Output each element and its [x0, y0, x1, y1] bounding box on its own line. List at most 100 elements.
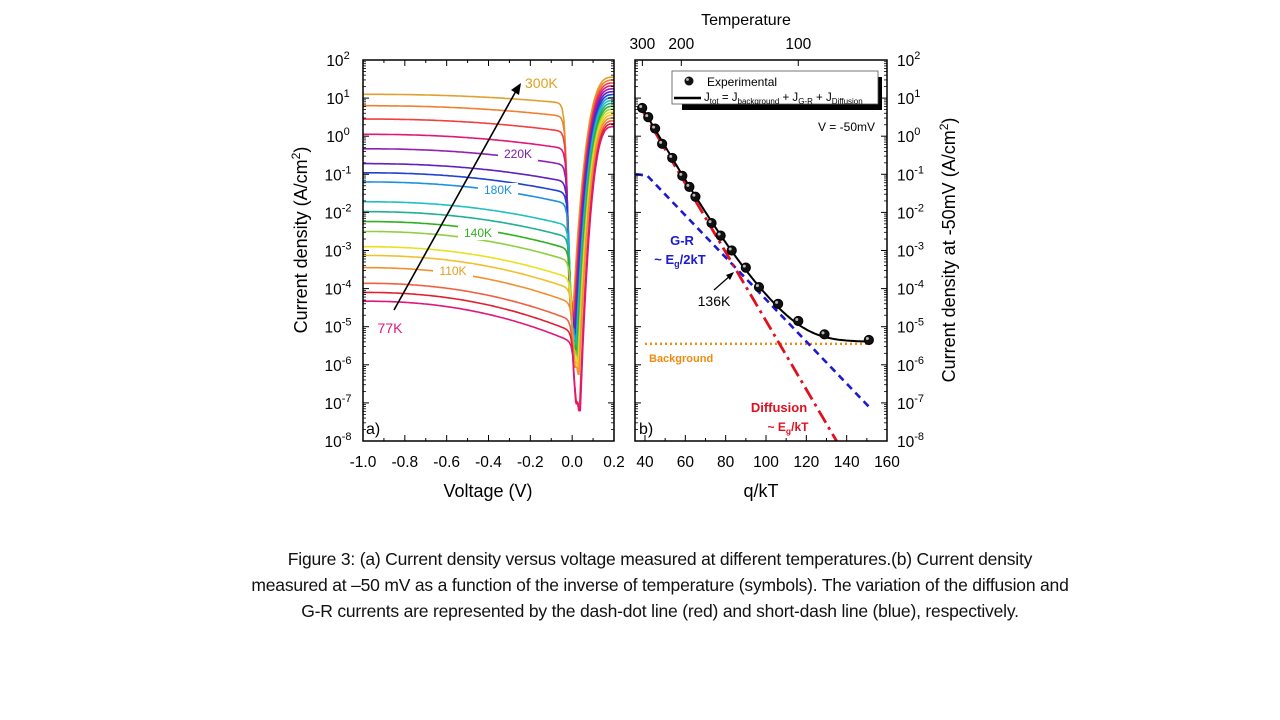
experimental-points — [637, 102, 874, 346]
panel-b: 40 60 80 100 120 140 160 300 200 100 102 101 100 10-1… — [629, 12, 959, 501]
iv-curve — [363, 117, 614, 375]
data-point-highlight — [669, 154, 673, 158]
diffusion-line — [639, 107, 838, 442]
legend-box — [671, 70, 879, 105]
temperature-arrowhead — [511, 83, 521, 95]
y-tick-label: 10-4 — [324, 279, 351, 299]
condition-label: V = -50mV — [818, 120, 875, 134]
data-point-highlight — [821, 331, 825, 335]
legend-sphere-marker — [684, 76, 694, 86]
data-point-highlight — [659, 140, 663, 144]
data-point-highlight — [717, 232, 721, 236]
top-axis-label-b: Temperature — [701, 12, 791, 29]
y-tick-label: 10-3 — [324, 241, 351, 261]
x-axis-label-a: Voltage (V) — [443, 481, 532, 501]
136k-arrowhead — [726, 272, 734, 280]
temperature-arrow — [393, 90, 517, 311]
data-point-highlight — [775, 300, 779, 304]
data-point — [684, 181, 695, 192]
diffusion-label: Diffusion — [751, 400, 807, 415]
temp-label-180k: 180K — [484, 183, 512, 197]
x-tick-label: -0.8 — [391, 454, 418, 471]
data-point-highlight — [692, 193, 696, 197]
legend-experimental-label: Experimental — [707, 75, 777, 89]
data-point — [863, 334, 874, 346]
data-point — [793, 315, 804, 327]
temp-label-300k: 300K — [525, 75, 558, 91]
y-tick-label: 10-8 — [324, 431, 351, 451]
top-x-tick-label: 200 — [668, 36, 694, 53]
x-tick-label: -0.2 — [517, 454, 544, 471]
y-tick-label: 10-3 — [897, 241, 924, 261]
x-tick-label: -0.4 — [475, 454, 502, 471]
data-point-highlight — [708, 220, 712, 224]
iv-curves — [362, 76, 615, 412]
x-tick-label: 60 — [677, 454, 695, 471]
x-tick-label: -1.0 — [350, 454, 377, 471]
y-tick-label: 10-2 — [897, 202, 924, 222]
y-tick-label: 10-5 — [324, 317, 351, 337]
y-tick-label: 102 — [897, 50, 920, 70]
panel-a: 300K 220K 180K 140K 110K 77K -1.0 -0.8 -0.6 -0.4… — [289, 50, 625, 501]
y-axis-label-a: Current density (A/cm2) — [289, 147, 311, 334]
y-tick-label: 10-2 — [324, 202, 351, 222]
x-axis-label-b: q/kT — [743, 481, 778, 501]
y-tick-label: 10-4 — [897, 279, 924, 299]
diffusion-sublabel: ~ Eg/kT — [768, 420, 810, 436]
y-tick-label: 102 — [326, 50, 349, 70]
data-point-highlight — [865, 337, 869, 341]
data-point — [657, 138, 668, 149]
y-tick-label: 101 — [326, 88, 349, 108]
x-tick-label: -0.6 — [433, 454, 460, 471]
data-point-highlight — [645, 114, 649, 118]
y-tick-label: 10-5 — [897, 317, 924, 337]
y-tick-label: 101 — [897, 88, 920, 108]
temp-label-77k: 77K — [378, 320, 404, 336]
y-axis-label-b: Current density at -50mV (A/cm2) — [937, 118, 959, 383]
label-bg — [458, 226, 498, 240]
y-tick-label: 10-8 — [897, 431, 924, 451]
x-tick-label: 80 — [717, 454, 735, 471]
x-tick-label: 140 — [834, 454, 860, 471]
data-point-highlight — [755, 284, 759, 288]
y-tick-label: 10-7 — [324, 393, 351, 413]
iv-curve — [363, 125, 614, 412]
label-bg — [478, 183, 518, 197]
data-point — [706, 217, 717, 229]
data-point — [667, 152, 678, 164]
data-point — [715, 230, 726, 241]
axes-ticks-b: 40 60 80 100 120 140 160 300 200 100 102 101 100 10-1… — [629, 36, 924, 471]
data-point — [773, 298, 784, 309]
legend-fit-label: Jtot = Jbackground + JG-R + JDiffusion — [704, 92, 863, 106]
label-bg — [498, 147, 538, 161]
x-tick-label: 160 — [874, 454, 900, 471]
legend-sphere-highlight — [686, 78, 689, 81]
x-tick-label: 0.2 — [603, 454, 625, 471]
gr-label: G-R — [670, 233, 694, 248]
data-point — [753, 281, 765, 293]
temperature-annotations: 300K 220K 180K 140K 110K 77K — [378, 75, 559, 336]
background-label: Background — [649, 353, 713, 365]
data-point — [677, 170, 688, 181]
figure-caption: Figure 3: (a) Current density versus vol… — [251, 549, 1069, 621]
plot-frame-b — [634, 59, 888, 442]
panel-label-b: b) — [639, 421, 653, 438]
136k-label: 136K — [698, 293, 731, 309]
temp-label-140k: 140K — [464, 226, 492, 240]
total-fit-line — [640, 105, 869, 343]
y-tick-label: 10-7 — [897, 393, 924, 413]
label-bg — [433, 264, 473, 278]
data-point-highlight — [686, 183, 690, 187]
x-tick-label: 100 — [753, 454, 779, 471]
x-tick-label: 40 — [636, 454, 654, 471]
y-tick-label: 10-6 — [897, 355, 924, 375]
top-x-tick-label: 100 — [785, 36, 811, 53]
figure: 300K 220K 180K 140K 110K 77K -1.0 -0.8 -0.6 -0.4… — [289, 12, 959, 501]
data-point-highlight — [742, 264, 746, 268]
gr-sublabel: ~ Eg/2kT — [654, 252, 705, 269]
data-point-highlight — [728, 247, 732, 251]
temp-label-110k: 110K — [439, 264, 466, 278]
data-point — [637, 102, 648, 114]
data-point — [726, 245, 737, 256]
temp-label-220k: 220K — [504, 147, 532, 161]
